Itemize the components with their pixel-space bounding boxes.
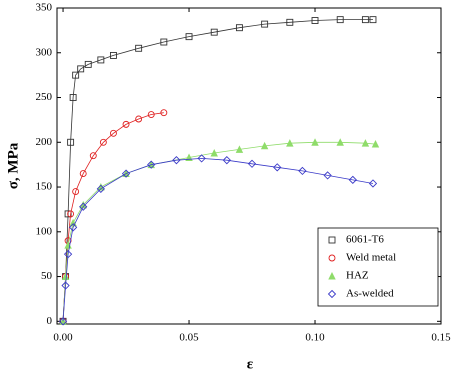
series-line <box>62 157 374 322</box>
y-axis-label: σ, MPa <box>5 142 21 189</box>
data-point <box>286 139 294 147</box>
data-point <box>160 109 168 117</box>
data-point <box>368 179 378 188</box>
legend-marker <box>328 254 336 262</box>
data-point <box>61 272 70 281</box>
data-point <box>121 169 131 178</box>
data-point <box>135 115 143 123</box>
data-point <box>68 223 78 232</box>
legend-label: As-welded <box>346 288 394 300</box>
data-point <box>77 65 85 73</box>
data-point <box>147 160 156 169</box>
data-point <box>58 317 68 326</box>
data-point <box>61 281 70 290</box>
y-tick-label: 100 <box>36 225 53 237</box>
legend-marker <box>327 289 337 299</box>
data-point <box>371 140 380 148</box>
y-tick-label: 50 <box>41 270 53 282</box>
data-point <box>84 60 92 68</box>
plot-frame <box>56 7 442 325</box>
data-point <box>99 138 107 146</box>
legend-marker <box>328 236 336 244</box>
x-tick-label: 0.10 <box>305 332 325 344</box>
data-point <box>172 156 181 165</box>
data-point <box>96 184 105 193</box>
data-point <box>122 120 130 128</box>
data-point <box>311 17 319 24</box>
data-point <box>298 166 307 176</box>
y-tick-label: 250 <box>36 91 53 103</box>
data-point <box>222 156 231 165</box>
data-point <box>261 20 269 28</box>
data-point <box>64 210 72 218</box>
data-point <box>311 138 319 146</box>
data-point <box>67 138 75 146</box>
data-point <box>109 51 117 59</box>
legend-box <box>317 227 439 307</box>
data-point <box>361 16 369 24</box>
data-point <box>72 71 80 79</box>
data-point <box>348 175 357 185</box>
data-point <box>369 16 377 24</box>
data-point <box>210 28 218 36</box>
data-point <box>63 250 73 259</box>
data-point <box>79 202 88 211</box>
data-point <box>135 44 143 52</box>
data-point <box>197 154 206 163</box>
data-point <box>235 24 243 32</box>
y-tick-label: 0 <box>47 315 53 327</box>
x-axis-label: ε <box>247 356 254 371</box>
data-point <box>260 141 269 150</box>
data-point <box>247 159 257 168</box>
data-point <box>185 33 193 41</box>
data-point <box>109 129 117 137</box>
legend-label: HAZ <box>346 270 369 282</box>
x-tick-label: 0.00 <box>53 332 73 344</box>
legend-label: 6061-T6 <box>346 234 384 246</box>
y-tick-label: 350 <box>36 2 53 14</box>
data-point <box>69 94 77 101</box>
x-tick-label: 0.05 <box>179 332 199 344</box>
data-point <box>361 139 370 147</box>
data-point <box>323 171 332 180</box>
y-tick-label: 200 <box>36 136 53 148</box>
series-line <box>62 19 373 322</box>
data-point <box>273 163 282 172</box>
data-point <box>210 149 218 157</box>
x-tick-label: 0.15 <box>431 332 451 344</box>
data-point <box>336 138 344 146</box>
data-point <box>97 56 105 64</box>
data-point <box>67 210 75 218</box>
data-point <box>72 188 80 195</box>
legend-label: Weld metal <box>346 252 396 264</box>
y-tick-label: 150 <box>36 181 53 193</box>
data-point <box>286 18 294 26</box>
data-point <box>147 111 155 118</box>
data-point <box>235 145 244 153</box>
data-point <box>336 16 344 24</box>
data-point <box>89 152 97 160</box>
y-tick-label: 300 <box>36 46 53 58</box>
data-point <box>79 170 87 178</box>
legend-marker <box>328 271 336 280</box>
series-line <box>62 112 164 322</box>
data-point <box>160 38 168 46</box>
